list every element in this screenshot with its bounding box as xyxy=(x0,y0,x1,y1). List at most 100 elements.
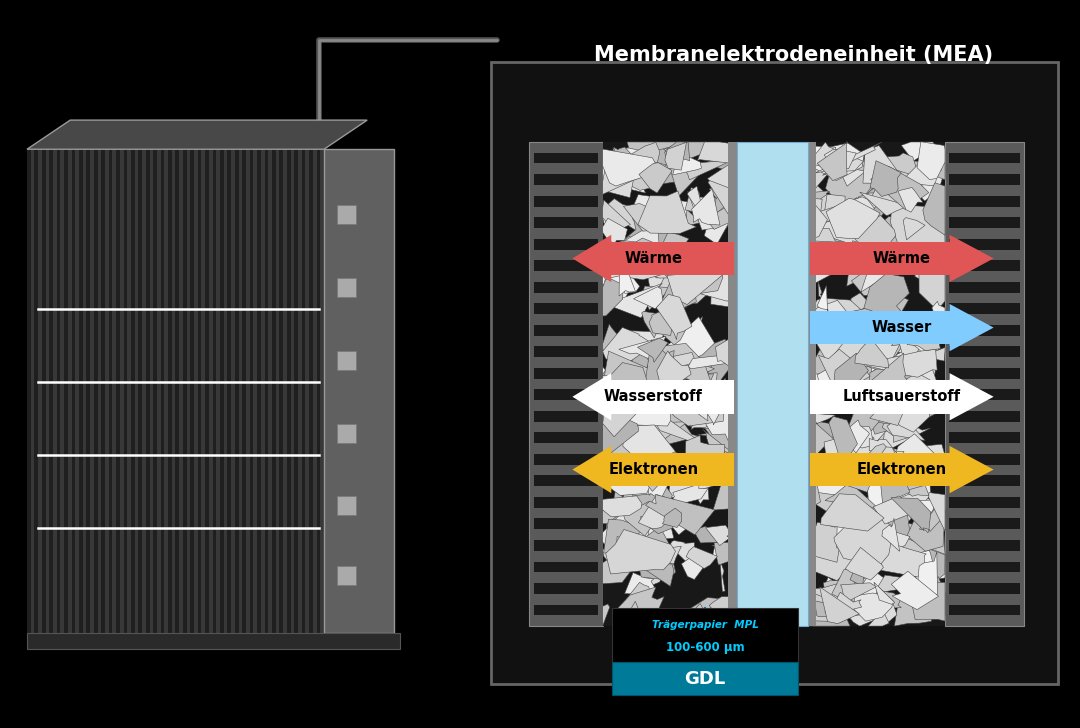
Bar xyxy=(316,149,321,633)
Polygon shape xyxy=(880,482,935,518)
Polygon shape xyxy=(623,425,676,462)
Bar xyxy=(64,149,68,633)
Polygon shape xyxy=(648,509,675,541)
Polygon shape xyxy=(846,539,873,569)
Polygon shape xyxy=(816,285,828,319)
Bar xyxy=(337,351,356,370)
Polygon shape xyxy=(633,194,688,226)
Polygon shape xyxy=(603,204,666,224)
Polygon shape xyxy=(851,215,895,256)
Bar xyxy=(272,149,275,633)
Polygon shape xyxy=(887,422,926,440)
Bar xyxy=(810,380,949,414)
Bar xyxy=(254,149,257,633)
Polygon shape xyxy=(687,191,718,230)
Polygon shape xyxy=(572,373,611,421)
Polygon shape xyxy=(818,210,875,254)
Bar xyxy=(27,149,30,633)
Polygon shape xyxy=(669,352,700,373)
Polygon shape xyxy=(842,492,885,525)
Polygon shape xyxy=(880,424,931,451)
Text: Wasserstoff: Wasserstoff xyxy=(604,389,703,404)
Bar xyxy=(534,153,598,164)
Polygon shape xyxy=(707,163,737,197)
Polygon shape xyxy=(603,416,647,441)
Polygon shape xyxy=(808,229,847,258)
Polygon shape xyxy=(813,601,850,626)
Polygon shape xyxy=(716,245,737,280)
Polygon shape xyxy=(903,247,945,273)
Polygon shape xyxy=(886,483,930,526)
Bar xyxy=(261,149,265,633)
Polygon shape xyxy=(666,261,711,280)
Polygon shape xyxy=(616,368,651,392)
Bar xyxy=(97,149,102,633)
Polygon shape xyxy=(896,434,943,472)
Polygon shape xyxy=(825,592,862,620)
Bar xyxy=(945,142,1024,626)
Polygon shape xyxy=(646,494,715,535)
Bar xyxy=(534,583,598,594)
Bar xyxy=(949,411,1020,422)
Polygon shape xyxy=(873,447,899,473)
Polygon shape xyxy=(706,386,734,411)
Polygon shape xyxy=(698,425,737,465)
Polygon shape xyxy=(825,545,852,577)
Polygon shape xyxy=(689,261,737,301)
Polygon shape xyxy=(825,482,878,508)
Bar xyxy=(534,411,598,422)
Polygon shape xyxy=(859,419,890,446)
Bar xyxy=(949,282,1020,293)
Polygon shape xyxy=(675,258,724,290)
Polygon shape xyxy=(858,193,887,215)
Polygon shape xyxy=(629,345,656,383)
Polygon shape xyxy=(899,188,923,212)
Polygon shape xyxy=(848,305,883,341)
Polygon shape xyxy=(664,146,700,196)
Bar xyxy=(183,149,187,633)
Polygon shape xyxy=(629,245,664,272)
Polygon shape xyxy=(870,215,936,253)
Polygon shape xyxy=(837,515,869,554)
Polygon shape xyxy=(691,339,737,391)
Bar xyxy=(949,174,1020,185)
Polygon shape xyxy=(814,422,860,449)
Polygon shape xyxy=(866,293,908,314)
Bar xyxy=(164,149,168,633)
Polygon shape xyxy=(603,604,610,626)
Polygon shape xyxy=(626,331,665,356)
Bar xyxy=(246,149,249,633)
Polygon shape xyxy=(686,317,703,339)
Polygon shape xyxy=(611,386,671,430)
Bar xyxy=(235,149,239,633)
Bar xyxy=(534,540,598,551)
Polygon shape xyxy=(603,511,653,552)
Polygon shape xyxy=(638,191,697,234)
Bar xyxy=(949,261,1020,271)
Bar xyxy=(534,347,598,357)
Polygon shape xyxy=(837,197,874,228)
Bar xyxy=(949,497,1020,507)
Polygon shape xyxy=(819,349,870,392)
Bar xyxy=(94,149,97,633)
Polygon shape xyxy=(686,547,717,569)
Polygon shape xyxy=(624,155,669,191)
Bar xyxy=(198,149,202,633)
Bar xyxy=(801,142,816,626)
Polygon shape xyxy=(660,446,678,470)
Polygon shape xyxy=(669,465,713,499)
Polygon shape xyxy=(626,401,669,448)
Bar xyxy=(301,149,306,633)
Bar xyxy=(127,149,131,633)
Text: Wärme: Wärme xyxy=(624,251,683,266)
Polygon shape xyxy=(603,328,651,367)
Polygon shape xyxy=(850,537,885,584)
Polygon shape xyxy=(607,420,650,451)
Bar xyxy=(257,149,261,633)
Polygon shape xyxy=(915,500,934,515)
Polygon shape xyxy=(870,166,929,210)
Bar xyxy=(949,196,1020,207)
Polygon shape xyxy=(840,378,867,414)
Bar xyxy=(149,149,153,633)
Polygon shape xyxy=(886,521,945,564)
